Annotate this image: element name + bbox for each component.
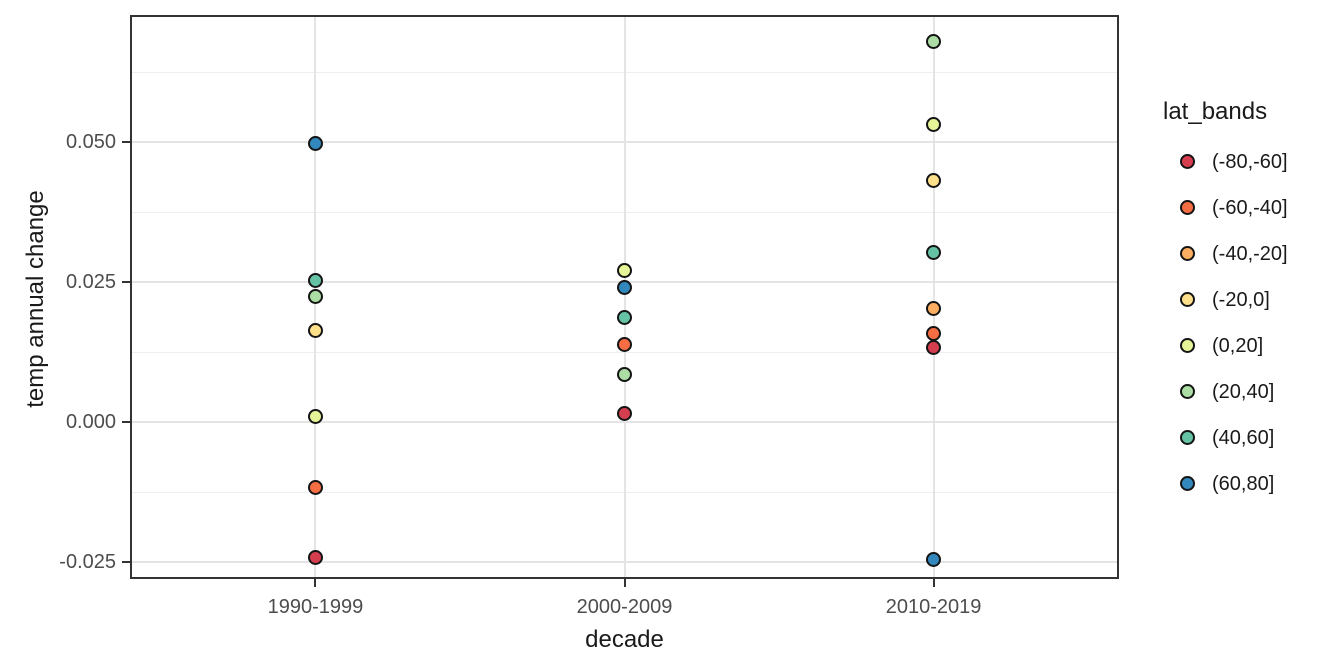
data-point [307,289,323,305]
data-point [307,409,323,425]
legend-item-label: (40,60] [1212,427,1275,449]
data-point [617,405,632,421]
x-tick-label: 2010-2019 [885,596,982,618]
x-tick-mark [314,579,317,587]
data-point [926,116,942,132]
x-gridline [932,15,935,579]
legend-item-label: (-20,0] [1212,289,1270,311]
data-point [617,280,632,296]
legend-item: (-60,-40] [1150,192,1340,222]
data-point [307,550,323,566]
legend-item: (-20,0] [1150,284,1340,314]
data-point [617,367,632,383]
y-axis-title: temp annual change [22,190,49,408]
legend-key-dot [1180,338,1195,353]
data-point [307,480,323,496]
data-point [307,273,323,289]
legend-key-dot [1180,384,1195,399]
data-point [617,336,632,352]
data-point [926,173,942,189]
data-point [926,340,942,356]
y-tick-mark [122,281,130,283]
legend-item: (-80,-60] [1150,146,1340,176]
y-tick-label: -0.025 [59,551,116,573]
legend-key-dot [1180,292,1195,307]
legend-item: (60,80] [1150,468,1340,498]
legend-title: lat_bands [1163,98,1268,125]
plot-panel [130,15,1119,579]
y-tick-mark [122,421,130,423]
data-point [307,323,323,339]
y-tick-label: 0.050 [65,131,116,153]
legend-key-dot [1180,154,1195,169]
x-gridline [623,15,626,579]
x-tick-label: 2000-2009 [576,596,673,618]
legend-key-dot [1180,430,1195,445]
x-axis-title: decade [585,626,664,653]
data-point [617,263,632,279]
data-point [617,310,632,326]
data-point [926,326,942,342]
y-tick-mark [122,561,130,563]
x-tick-mark [932,579,935,587]
legend-key-dot [1180,476,1195,491]
y-tick-label: 0.025 [65,271,116,293]
legend-item-label: (-80,-60] [1212,151,1288,173]
data-point [307,136,323,152]
data-point [926,301,942,317]
legend-item: (20,40] [1150,376,1340,406]
legend-key-dot [1180,200,1195,215]
x-tick-mark [623,579,626,587]
legend-item-label: (-40,-20] [1212,243,1288,265]
legend-key-dot [1180,246,1195,261]
data-point [926,33,942,49]
y-tick-mark [122,141,130,143]
legend-item-label: (60,80] [1212,473,1275,495]
legend-item-label: (20,40] [1212,381,1275,403]
data-point [926,551,942,567]
y-tick-label: 0.000 [65,411,116,433]
legend-item-label: (-60,-40] [1212,197,1288,219]
x-tick-label: 1990-1999 [267,596,364,618]
legend-item: (0,20] [1150,330,1340,360]
legend-item-label: (0,20] [1212,335,1264,357]
legend-item: (-40,-20] [1150,238,1340,268]
data-point [926,244,942,260]
legend-item: (40,60] [1150,422,1340,452]
